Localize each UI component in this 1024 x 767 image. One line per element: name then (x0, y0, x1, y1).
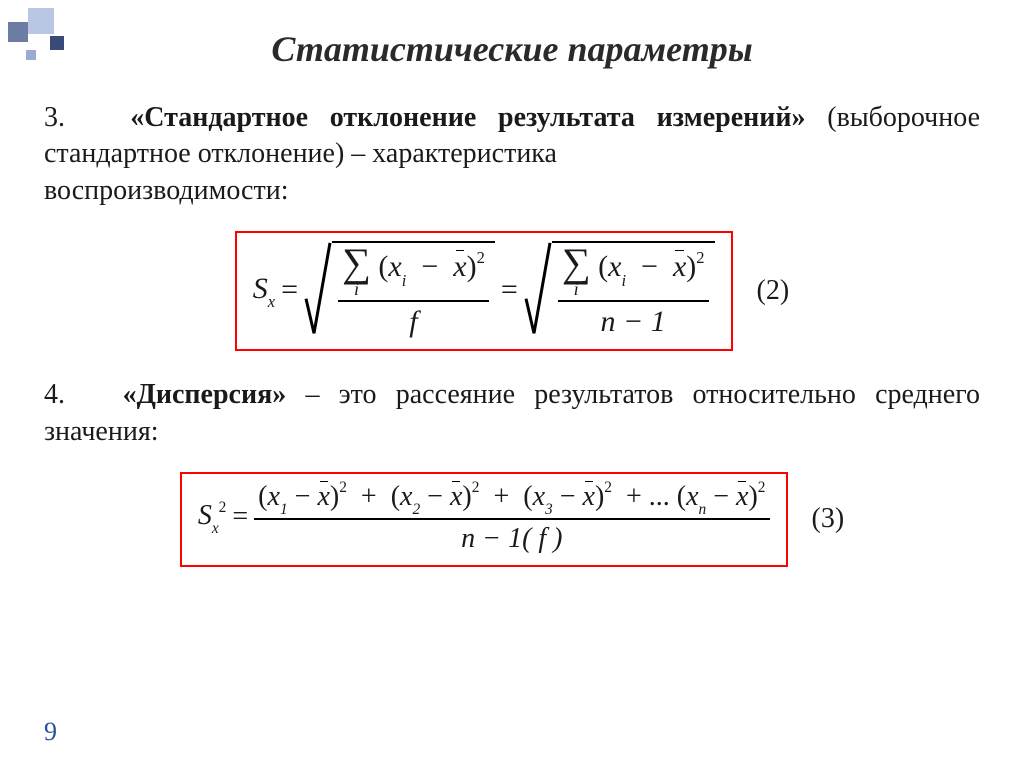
equation-3-number: (3) (812, 501, 845, 537)
equation-2-row: Sx = ∑i (xi − x)2 f (44, 231, 980, 351)
equation-3: Sx2 = (x1 − x)2 + (x2 − x)2 + (x3 − x)2 … (198, 482, 770, 553)
equation-3-row: Sx2 = (x1 − x)2 + (x2 − x)2 + (x3 − x)2 … (44, 472, 980, 567)
item-3-number: 3. (44, 102, 65, 133)
page-number: 9 (44, 717, 57, 747)
item-4-text: 4. «Дисперсия» – это рассеяние результат… (44, 377, 980, 450)
item-4-heading: «Дисперсия» (123, 379, 287, 410)
item-3-heading: «Стандартное отклонение результата измер… (130, 102, 805, 133)
corner-decoration (8, 8, 86, 66)
equation-2-box: Sx = ∑i (xi − x)2 f (235, 231, 733, 351)
equation-3-box: Sx2 = (x1 − x)2 + (x2 − x)2 + (x3 − x)2 … (180, 472, 788, 567)
item-3-tail2: воспроизводимости: (44, 175, 288, 206)
equation-2-number: (2) (757, 273, 790, 309)
equation-2: Sx = ∑i (xi − x)2 f (253, 241, 715, 337)
slide-title: Статистические параметры (0, 0, 1024, 70)
item-3-text: 3. «Стандартное отклонение результата из… (44, 100, 980, 209)
item-4-number: 4. (44, 379, 65, 410)
slide-body: 3. «Стандартное отклонение результата из… (0, 70, 1024, 567)
